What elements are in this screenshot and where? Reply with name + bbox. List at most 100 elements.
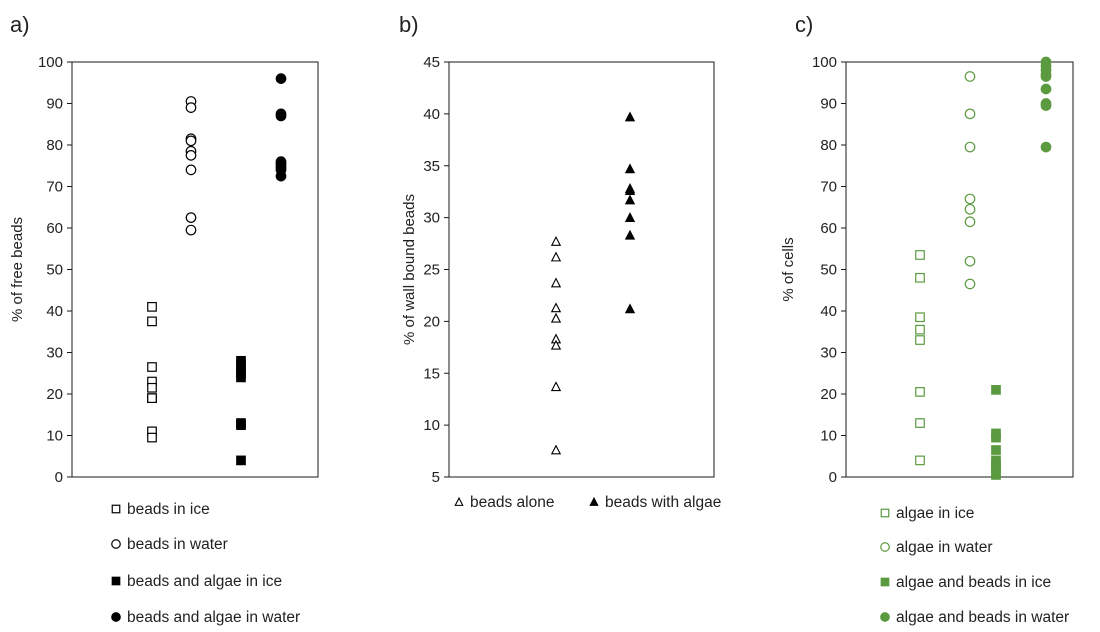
legend-marker (880, 542, 890, 552)
legend: beads in ice beads in water beads and alga… (111, 501, 300, 626)
y-tick-label: 60 (46, 220, 63, 237)
data-point (185, 212, 197, 223)
y-tick-label: 90 (820, 96, 837, 113)
data-point (964, 71, 976, 82)
y-tick-label: 0 (829, 469, 837, 486)
data-point (147, 393, 157, 403)
y-tick-label: 60 (820, 220, 837, 237)
data-point (964, 141, 976, 153)
data-point (915, 272, 925, 283)
data-point (550, 277, 562, 288)
legend-marker (880, 508, 890, 518)
data-point (915, 324, 925, 335)
y-tick-label: 10 (820, 428, 837, 445)
y-tick-label: 80 (46, 137, 63, 154)
y-tick-label: 0 (55, 469, 63, 486)
y-tick-label: 5 (432, 469, 440, 486)
data-point (1040, 100, 1052, 111)
data-point (991, 470, 1001, 480)
y-tick-label: 10 (423, 417, 440, 434)
legend-marker (454, 496, 464, 506)
panel-b: b) 5 10 15 20 25 30 35 40 45 % of wall bound beads… (399, 12, 721, 511)
data-point (185, 150, 197, 161)
plot-frame (448, 61, 715, 478)
data-point (185, 135, 197, 147)
legend-marker (111, 504, 121, 514)
data-point (1040, 71, 1052, 82)
legend-label: algae and beads in ice (896, 574, 1051, 591)
data-point (915, 335, 925, 345)
data-point (275, 110, 287, 122)
legend-marker (111, 576, 121, 586)
data-point (1040, 141, 1052, 153)
y-tick-label: 45 (423, 54, 440, 71)
y-tick-label: 40 (423, 106, 440, 123)
data-point (147, 362, 157, 372)
data-point (1040, 83, 1052, 95)
data-point (147, 316, 157, 327)
data-point (550, 339, 562, 350)
legend-label: algae and beads in water (896, 609, 1069, 626)
data-point (964, 203, 976, 215)
y-tick-label: 20 (423, 313, 440, 330)
legend-marker (111, 612, 121, 622)
data-point (964, 108, 976, 120)
data-point (991, 432, 1001, 443)
data-point (275, 170, 287, 182)
data-point (147, 382, 157, 393)
data-point (550, 235, 562, 246)
y-tick-label: 70 (820, 179, 837, 196)
data-point (550, 444, 562, 455)
data-point (964, 278, 976, 290)
data-point (236, 420, 246, 430)
legend-label: algae in water (896, 539, 993, 556)
y-tick-label: 30 (423, 210, 440, 227)
y-tick-label: 70 (46, 179, 63, 196)
data-point (147, 432, 157, 443)
legend: beads alone beads with algae (454, 494, 721, 511)
data-point (550, 381, 562, 392)
y-tick-label: 100 (38, 54, 63, 71)
data-point (624, 229, 636, 240)
data-point (550, 312, 562, 323)
data-point (275, 73, 287, 84)
data-point (915, 418, 925, 428)
panel-letter: b) (399, 12, 419, 37)
data-point (915, 455, 925, 466)
data-point (964, 216, 976, 228)
data-point (185, 224, 197, 236)
y-axis-label: % of free beads (9, 217, 26, 322)
data-point (964, 255, 976, 267)
data-point (185, 164, 197, 176)
data-point (964, 193, 976, 205)
legend-label: beads and algae in water (127, 609, 300, 626)
y-tick-label: 25 (423, 262, 440, 279)
panel-letter: c) (795, 12, 813, 37)
panel-a: a) 0 10 20 30 40 50 60 70 80 90 100 % of free beads b… (9, 12, 319, 626)
panel-letter: a) (10, 12, 30, 37)
panel-c: c) 0 10 20 30 40 50 60 70 80 90 100 % of cells algae … (780, 12, 1074, 626)
data-point (624, 111, 636, 122)
legend-marker (111, 539, 121, 549)
y-tick-label: 100 (812, 54, 837, 71)
legend-marker (589, 496, 599, 506)
legend-marker (880, 577, 890, 587)
plot-frame (71, 61, 319, 478)
data-point (624, 163, 636, 174)
data-point (915, 312, 925, 323)
y-tick-label: 35 (423, 158, 440, 175)
y-tick-label: 40 (820, 303, 837, 320)
data-point (624, 303, 636, 314)
data-point (991, 385, 1001, 395)
data-point (991, 445, 1001, 455)
data-point (185, 102, 197, 114)
y-tick-label: 10 (46, 428, 63, 445)
legend-marker (880, 612, 890, 622)
legend-label: beads and algae in ice (127, 573, 282, 590)
legend: algae in ice algae in water algae and bead… (880, 505, 1069, 626)
y-tick-label: 50 (820, 262, 837, 279)
data-point (236, 372, 246, 383)
data-point (915, 387, 925, 397)
y-tick-label: 30 (820, 345, 837, 362)
